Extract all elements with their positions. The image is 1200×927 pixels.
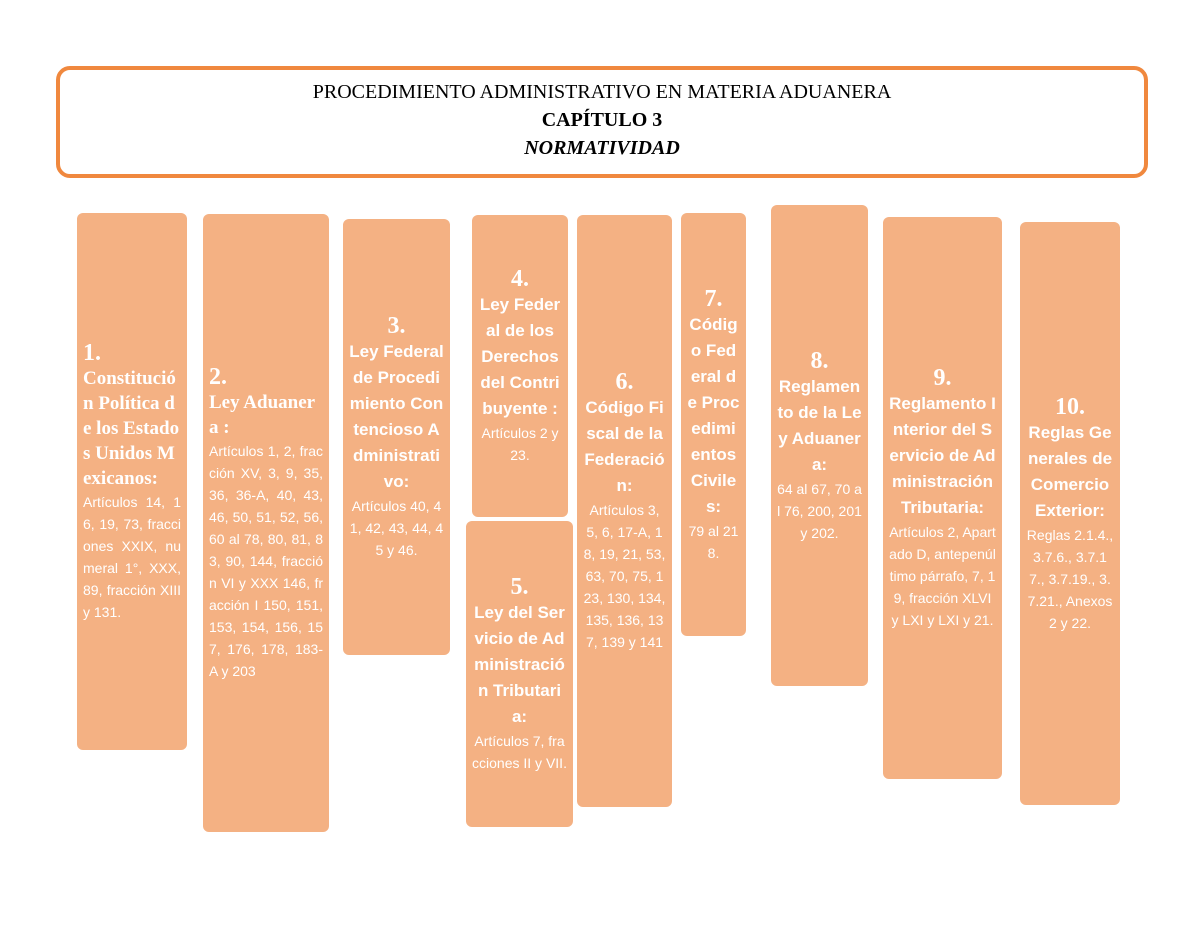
header: PROCEDIMIENTO ADMINISTRATIVO EN MATERIA … — [56, 66, 1148, 178]
box-number: 9. — [933, 365, 952, 391]
box-number: 3. — [387, 313, 406, 339]
law-box: 10. Reglas Generales de Comercio Exterior… — [1020, 222, 1120, 805]
box-body: Artículos 1, 2, fracción XV, 3, 9, 35, 3… — [209, 443, 323, 679]
box-body: Artículos 2, Apartado D, antepenúltimo p… — [889, 524, 996, 628]
box-body: Artículos 3, 5, 6, 17-A, 18, 19, 21, 53,… — [583, 502, 666, 650]
box-title: Reglamento Interior del Servicio de Admi… — [889, 394, 996, 517]
box-title: Reglamento de la Ley Aduanera: — [777, 376, 862, 474]
box-body: Artículos 2 y 23. — [481, 425, 559, 463]
box-number: 6. — [615, 369, 634, 395]
box-body: Artículos 14, 16, 19, 73, fracciones XXI… — [83, 494, 181, 620]
box-number: 5. — [510, 574, 529, 600]
law-box: 9. Reglamento Interior del Servicio de Ad… — [883, 217, 1002, 779]
box-number: 7. — [704, 285, 723, 312]
box-body: Artículos 7, fracciones II y VII. — [472, 733, 567, 771]
law-box: 7. Código Federal de Procedimientos Civil… — [681, 213, 746, 636]
box-number: 8. — [810, 347, 829, 374]
box-title: Reglas Generales de Comercio Exterior: — [1027, 422, 1113, 520]
box-heading: 3. Ley Federal de Procedimiento Contencio… — [349, 313, 444, 495]
box-title: Ley Aduanera : — [209, 392, 316, 438]
law-box: 1. Constitución Política de los Estados U… — [77, 213, 187, 750]
box-number: 2. — [209, 364, 227, 390]
box-title: Código Federal de Procedimientos Civiles… — [687, 314, 740, 516]
law-box: 5. Ley del Servicio de Administración Tri… — [466, 521, 573, 827]
box-number: 10. — [1055, 393, 1085, 420]
box-title: Ley del Servicio de Administración Tribu… — [474, 603, 565, 726]
box-title: Constitución Política de los Estados Uni… — [83, 368, 180, 489]
law-box: 8. Reglamento de la Ley Aduanera: 64 al 67… — [771, 205, 868, 686]
law-box: 4. Ley Federal de los Derechos del Contri… — [472, 215, 568, 517]
box-title: Ley Federal de Procedimiento Contencioso… — [349, 342, 444, 491]
box-body: Artículos 40, 41, 42, 43, 44, 45 y 46. — [349, 498, 444, 558]
law-box: 3. Ley Federal de Procedimiento Contencio… — [343, 219, 450, 655]
box-heading: 5. Ley del Servicio de Administración Tri… — [472, 574, 567, 730]
chapter: CAPÍTULO 3 — [541, 109, 663, 131]
box-body: Reglas 2.1.4., 3.7.6., 3.7.17., 3.7.19.,… — [1026, 526, 1114, 631]
box-heading: 8. Reglamento de la Ley Aduanera: — [777, 348, 862, 478]
subtitle: NORMATIVIDAD — [524, 137, 680, 159]
box-heading: 9. Reglamento Interior del Servicio de Ad… — [889, 365, 996, 521]
box-heading: 7. Código Federal de Procedimientos Civil… — [687, 286, 740, 520]
law-box: 2. Ley Aduanera : Artículos 1, 2, fracción… — [203, 214, 329, 832]
box-number: 1. — [83, 340, 101, 366]
box-heading: 1. Constitución Política de los Estados U… — [83, 340, 181, 491]
box-heading: 2. Ley Aduanera : — [209, 364, 323, 440]
box-body: 79 al 218. — [688, 522, 739, 561]
box-heading: 10. Reglas Generales de Comercio Exterior… — [1026, 394, 1114, 524]
box-number: 4. — [511, 266, 529, 292]
box-body: 64 al 67, 70 al 76, 200, 201 y 202. — [777, 480, 862, 541]
title: PROCEDIMIENTO ADMINISTRATIVO EN MATERIA … — [312, 81, 892, 103]
law-box: 6. Código Fiscal de la Federación: Artícul… — [577, 215, 672, 807]
box-heading: 4. Ley Federal de los Derechos del Contri… — [478, 266, 562, 422]
box-title: Ley Federal de los Derechos del Contribu… — [479, 295, 561, 418]
box-title: Código Fiscal de la Federación: — [584, 398, 665, 495]
box-heading: 6. Código Fiscal de la Federación: — [583, 369, 666, 499]
